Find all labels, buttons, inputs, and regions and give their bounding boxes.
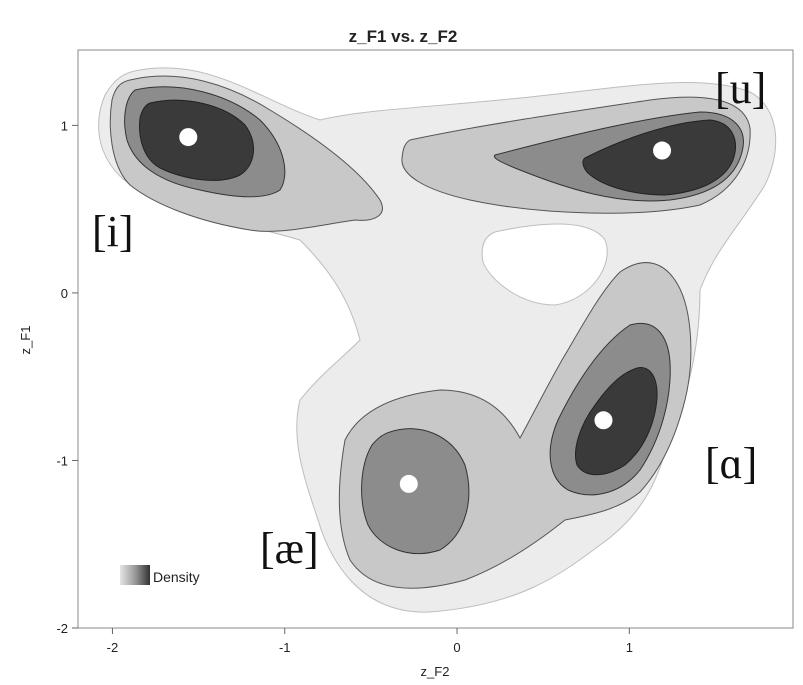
ipa-label-ae: [æ]	[260, 524, 319, 573]
ipa-label-u: [u]	[715, 64, 766, 113]
y-tick-label: -1	[56, 453, 68, 468]
density-legend: Density	[120, 565, 200, 585]
x-tick-label: -2	[107, 640, 119, 655]
cluster-center-point	[653, 141, 672, 160]
ipa-label-a: [ɑ]	[705, 439, 757, 488]
chart-title: z_F1 vs. z_F2	[349, 27, 458, 46]
y-tick-label: -2	[56, 621, 68, 636]
x-axis-ticks: -2 -1 0 1	[107, 628, 633, 655]
x-tick-label: 1	[626, 640, 633, 655]
density-level-4-a	[575, 367, 658, 476]
cluster-center-point	[179, 128, 198, 147]
x-tick-label: 0	[453, 640, 460, 655]
legend-label: Density	[153, 569, 200, 585]
x-tick-label: -1	[279, 640, 291, 655]
legend-swatch	[120, 565, 150, 585]
y-axis-ticks: 1 0 -1 -2	[56, 118, 78, 636]
cluster-centers	[179, 128, 672, 493]
density-hole	[481, 223, 608, 306]
ipa-label-i: [i]	[92, 207, 134, 256]
cluster-center-point	[399, 474, 418, 493]
x-axis-label: z_F2	[421, 664, 450, 679]
y-tick-label: 1	[61, 118, 68, 133]
density-contours	[98, 67, 777, 613]
y-tick-label: 0	[61, 286, 68, 301]
cluster-center-point	[594, 411, 613, 430]
y-axis-label: z_F1	[18, 326, 33, 355]
density-level-3-ae	[361, 428, 470, 554]
